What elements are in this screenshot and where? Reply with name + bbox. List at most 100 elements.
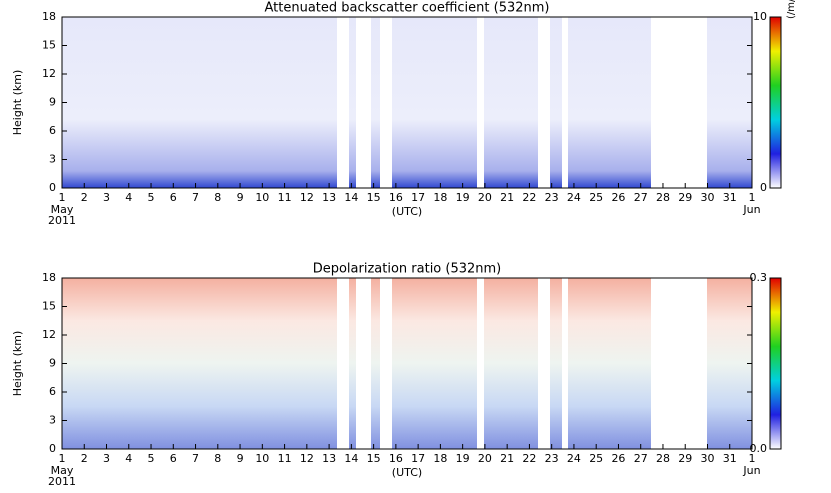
x-tick-label: 10 bbox=[255, 191, 269, 204]
data-gap bbox=[477, 17, 484, 188]
x-axis-label: (UTC) bbox=[392, 466, 422, 479]
x-tick-label: 11 bbox=[278, 191, 292, 204]
panel-title: Attenuated backscatter coefficient (532n… bbox=[265, 1, 550, 16]
x-tick-label: 5 bbox=[148, 191, 155, 204]
x-tick-label: 18 bbox=[433, 452, 447, 465]
x-tick-label: 14 bbox=[344, 191, 358, 204]
data-gap bbox=[356, 278, 371, 449]
x-tick-label: 16 bbox=[389, 191, 403, 204]
x-tick-label: 29 bbox=[678, 191, 692, 204]
panel-title: Depolarization ratio (532nm) bbox=[313, 262, 502, 277]
data-gap bbox=[380, 278, 392, 449]
data-gap bbox=[477, 278, 484, 449]
x-tick-label: 19 bbox=[456, 452, 470, 465]
y-tick-label: 0 bbox=[49, 181, 56, 194]
y-tick-label: 3 bbox=[49, 153, 56, 166]
x-tick-label: 28 bbox=[656, 452, 670, 465]
data-gap bbox=[337, 278, 349, 449]
colorbar bbox=[769, 277, 782, 450]
x-tick-label: 7 bbox=[192, 191, 199, 204]
colorbar bbox=[769, 16, 782, 189]
x-tick-label: 31 bbox=[723, 452, 737, 465]
x-tick-label: 15 bbox=[367, 191, 381, 204]
x-tick-label: 1 bbox=[749, 191, 756, 204]
data-gap bbox=[562, 278, 568, 449]
x-tick-label: 19 bbox=[456, 191, 470, 204]
x-tick-label: 23 bbox=[545, 191, 559, 204]
y-tick-label: 18 bbox=[42, 10, 56, 23]
data-gap bbox=[651, 17, 707, 188]
x-tick-label: 17 bbox=[411, 452, 425, 465]
x-tick-label: 21 bbox=[500, 452, 514, 465]
x-tick-label: 1 bbox=[749, 452, 756, 465]
data-gap bbox=[337, 17, 349, 188]
data-gap bbox=[562, 17, 568, 188]
x-tick-label: 29 bbox=[678, 452, 692, 465]
start-month: May bbox=[51, 203, 74, 216]
y-tick-label: 9 bbox=[49, 357, 56, 370]
x-tick-label: 6 bbox=[170, 191, 177, 204]
x-tick-label: 9 bbox=[237, 452, 244, 465]
x-axis-label: (UTC) bbox=[392, 205, 422, 218]
y-axis-label: Height (km) bbox=[11, 331, 24, 397]
x-tick-label: 9 bbox=[237, 191, 244, 204]
start-month: May bbox=[51, 464, 74, 477]
y-tick-label: 6 bbox=[49, 124, 56, 137]
x-tick-label: 15 bbox=[367, 452, 381, 465]
x-tick-label: 30 bbox=[700, 452, 714, 465]
x-tick-label: 14 bbox=[344, 452, 358, 465]
y-tick-label: 3 bbox=[49, 414, 56, 427]
x-tick-label: 2 bbox=[81, 452, 88, 465]
x-tick-label: 22 bbox=[522, 452, 536, 465]
start-year: 2011 bbox=[48, 214, 76, 227]
data-field bbox=[62, 278, 752, 449]
x-tick-label: 16 bbox=[389, 452, 403, 465]
colorbar-tick-label: 10 bbox=[753, 10, 767, 23]
data-gap bbox=[651, 278, 707, 449]
x-tick-label: 26 bbox=[611, 452, 625, 465]
x-tick-label: 26 bbox=[611, 191, 625, 204]
x-tick-label: 4 bbox=[125, 452, 132, 465]
y-tick-label: 0 bbox=[49, 442, 56, 455]
x-tick-label: 8 bbox=[214, 452, 221, 465]
x-tick-label: 30 bbox=[700, 191, 714, 204]
y-tick-label: 15 bbox=[42, 300, 56, 313]
x-tick-label: 23 bbox=[545, 452, 559, 465]
data-gap bbox=[538, 278, 550, 449]
x-tick-label: 3 bbox=[103, 191, 110, 204]
x-tick-label: 25 bbox=[589, 191, 603, 204]
data-field bbox=[62, 17, 752, 188]
x-tick-label: 27 bbox=[634, 452, 648, 465]
x-tick-label: 24 bbox=[567, 452, 581, 465]
data-gap bbox=[356, 17, 371, 188]
x-tick-label: 21 bbox=[500, 191, 514, 204]
colorbar-tick-label: 0 bbox=[760, 181, 767, 194]
data-gap bbox=[380, 17, 392, 188]
x-tick-label: 20 bbox=[478, 452, 492, 465]
colorbar-label: (/m/sr) bbox=[786, 0, 797, 19]
x-tick-label: 2 bbox=[81, 191, 88, 204]
x-tick-label: 27 bbox=[634, 191, 648, 204]
x-tick-label: 6 bbox=[170, 452, 177, 465]
data-gap bbox=[538, 17, 550, 188]
start-year: 2011 bbox=[48, 475, 76, 488]
colorbar-tick-label: 0.0 bbox=[750, 442, 768, 455]
x-tick-label: 7 bbox=[192, 452, 199, 465]
end-month: Jun bbox=[742, 464, 760, 477]
x-tick-label: 5 bbox=[148, 452, 155, 465]
y-tick-label: 9 bbox=[49, 96, 56, 109]
x-tick-label: 12 bbox=[300, 452, 314, 465]
y-tick-label: 15 bbox=[42, 39, 56, 52]
x-tick-label: 1 bbox=[59, 452, 66, 465]
x-tick-label: 31 bbox=[723, 191, 737, 204]
x-tick-label: 25 bbox=[589, 452, 603, 465]
x-tick-label: 22 bbox=[522, 191, 536, 204]
x-tick-label: 24 bbox=[567, 191, 581, 204]
x-tick-label: 17 bbox=[411, 191, 425, 204]
end-month: Jun bbox=[742, 203, 760, 216]
x-tick-label: 4 bbox=[125, 191, 132, 204]
y-tick-label: 12 bbox=[42, 328, 56, 341]
x-tick-label: 13 bbox=[322, 191, 336, 204]
x-tick-label: 13 bbox=[322, 452, 336, 465]
